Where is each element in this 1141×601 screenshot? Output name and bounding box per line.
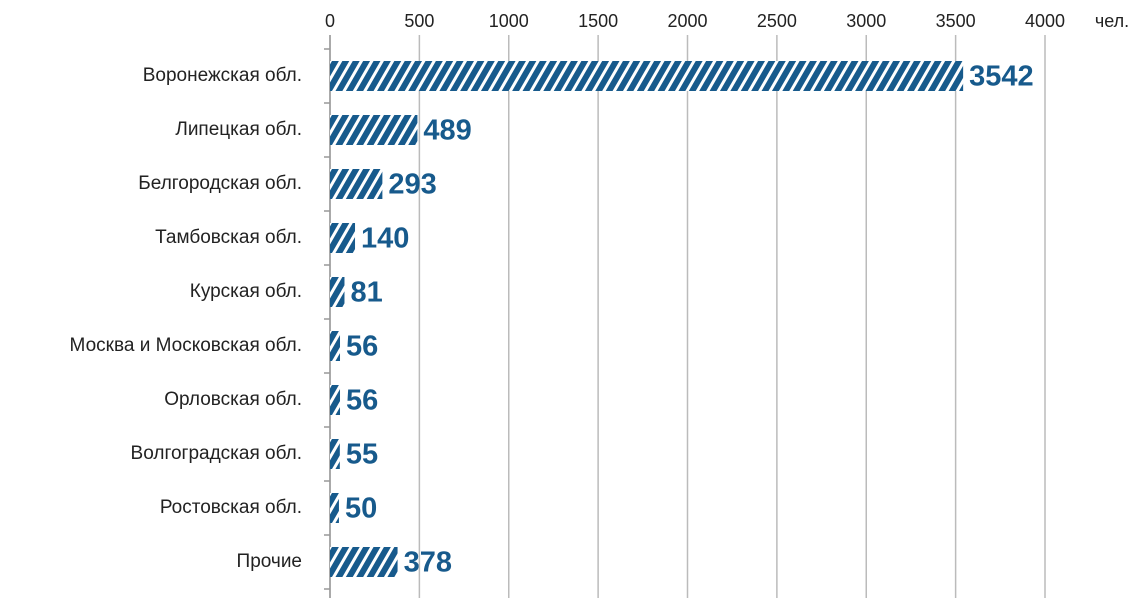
bar: [330, 61, 964, 91]
y-tick-label: Липецкая обл.: [175, 119, 302, 140]
x-axis-unit: чел.: [1095, 11, 1129, 31]
x-tick-label: 2500: [757, 11, 797, 31]
y-tick-label: Белгородская обл.: [138, 173, 302, 194]
data-label: 50: [345, 493, 377, 525]
data-label: 3542: [969, 61, 1034, 93]
data-label: 293: [388, 169, 436, 201]
y-tick-label: Ростовская обл.: [160, 497, 302, 518]
y-tick-label: Волгоградская обл.: [131, 443, 302, 464]
x-tick-label: 1500: [578, 11, 618, 31]
bar: [330, 385, 341, 415]
data-label: 56: [346, 385, 378, 417]
y-tick-label: Орловская обл.: [164, 389, 302, 410]
bar: [330, 277, 345, 307]
data-label: 489: [423, 115, 471, 147]
x-tick-label: 1000: [489, 11, 529, 31]
y-tick-label: Прочие: [237, 551, 302, 572]
data-label: 56: [346, 331, 378, 363]
x-tick-label: 3500: [936, 11, 976, 31]
y-tick-label: Воронежская обл.: [143, 65, 302, 86]
y-tick-label: Москва и Московская обл.: [70, 335, 302, 356]
x-tick-label: 500: [404, 11, 434, 31]
bar: [330, 493, 339, 523]
data-label: 140: [361, 223, 409, 255]
bar: [330, 439, 340, 469]
bar: [330, 331, 341, 361]
x-tick-label: 0: [325, 11, 335, 31]
bar: [330, 169, 383, 199]
x-tick-label: 2000: [667, 11, 707, 31]
x-tick-label: 4000: [1025, 11, 1065, 31]
data-label: 55: [346, 439, 378, 471]
bar: [330, 547, 398, 577]
bar: [330, 115, 418, 145]
x-tick-label: 3000: [846, 11, 886, 31]
y-tick-label: Курская обл.: [190, 281, 302, 302]
y-tick-label: Тамбовская обл.: [155, 227, 302, 248]
bar: [330, 223, 356, 253]
data-label: 378: [404, 547, 452, 579]
data-label: 81: [350, 277, 382, 309]
